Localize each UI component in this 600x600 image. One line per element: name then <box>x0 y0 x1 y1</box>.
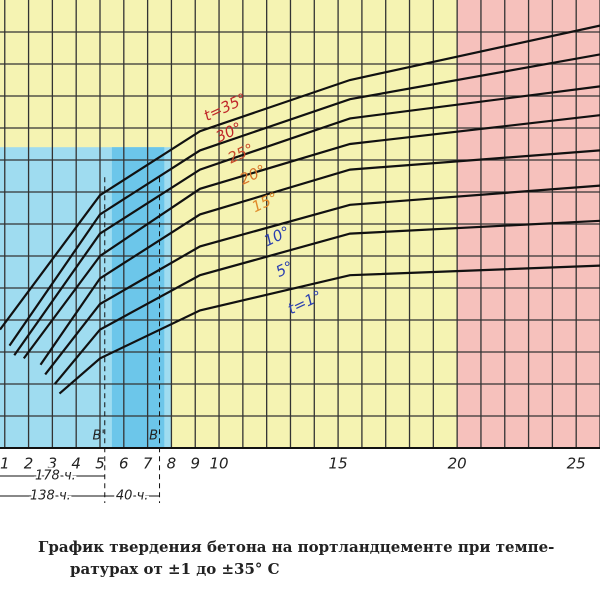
x-tick-label: 1 <box>0 455 10 473</box>
curve <box>8 53 600 347</box>
x-tick-label: 7 <box>143 455 153 473</box>
curve <box>0 24 600 331</box>
x-tick-label: 8 <box>167 455 177 473</box>
x-tick-label: 3 <box>48 455 58 473</box>
annotation: 138 ч. <box>30 489 71 504</box>
x-tick-label: 9 <box>190 455 200 473</box>
x-tick-label: 6 <box>119 455 129 473</box>
caption: График твердения бетона на портландцемен… <box>38 538 554 556</box>
curve <box>39 149 600 366</box>
curve <box>22 114 600 360</box>
x-tick-label: 15 <box>329 455 348 473</box>
curve <box>44 184 600 376</box>
x-tick-label: 4 <box>71 455 81 473</box>
x-tick-label: 25 <box>567 455 586 473</box>
curve <box>58 264 600 395</box>
ref-label: В <box>149 429 158 444</box>
annotation: 40 ч. <box>116 489 149 504</box>
caption: ратурах от ±1 до ±35° С <box>70 560 280 578</box>
x-tick-label: 5 <box>95 455 105 473</box>
curve <box>53 219 600 385</box>
curve-label: 5° <box>273 257 296 281</box>
annotation: 178 ч. <box>35 469 76 484</box>
curve <box>13 85 600 356</box>
x-tick-label: 20 <box>448 455 467 473</box>
ref-label: В' <box>93 429 106 444</box>
x-tick-label: 10 <box>210 455 229 473</box>
x-tick-label: 2 <box>24 455 34 473</box>
